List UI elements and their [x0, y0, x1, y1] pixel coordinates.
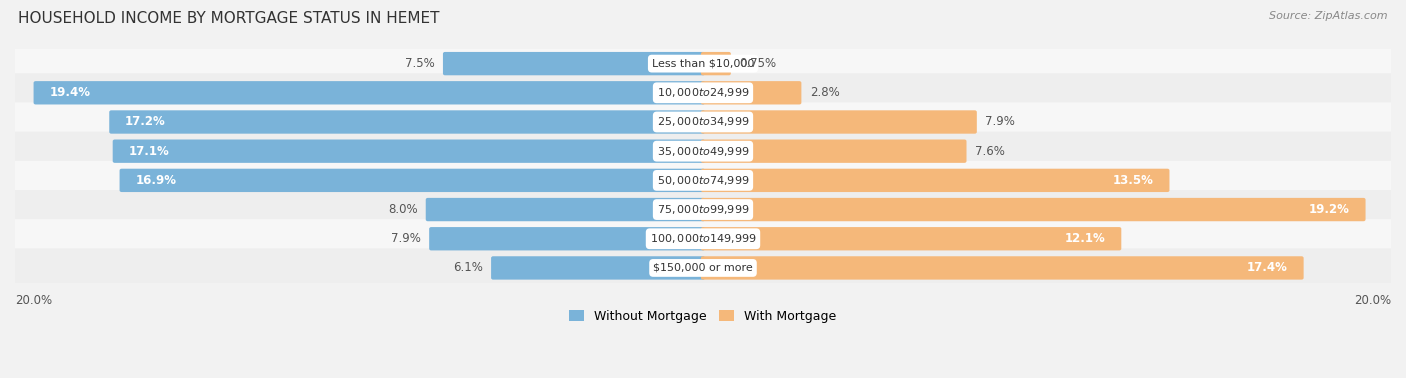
FancyBboxPatch shape	[10, 102, 1396, 141]
FancyBboxPatch shape	[10, 160, 1396, 201]
FancyBboxPatch shape	[426, 198, 704, 221]
Text: $10,000 to $24,999: $10,000 to $24,999	[657, 86, 749, 99]
FancyBboxPatch shape	[112, 139, 704, 163]
FancyBboxPatch shape	[702, 81, 801, 104]
FancyBboxPatch shape	[10, 219, 1396, 258]
FancyBboxPatch shape	[702, 256, 1303, 280]
Text: 7.9%: 7.9%	[391, 232, 420, 245]
FancyBboxPatch shape	[10, 248, 1396, 288]
Text: $35,000 to $49,999: $35,000 to $49,999	[657, 145, 749, 158]
Text: 12.1%: 12.1%	[1064, 232, 1105, 245]
FancyBboxPatch shape	[120, 169, 704, 192]
Text: 13.5%: 13.5%	[1112, 174, 1154, 187]
Legend: Without Mortgage, With Mortgage: Without Mortgage, With Mortgage	[564, 305, 842, 328]
FancyBboxPatch shape	[10, 161, 1396, 200]
Text: 6.1%: 6.1%	[453, 262, 482, 274]
Text: 8.0%: 8.0%	[388, 203, 418, 216]
Text: $25,000 to $34,999: $25,000 to $34,999	[657, 116, 749, 129]
Text: $50,000 to $74,999: $50,000 to $74,999	[657, 174, 749, 187]
FancyBboxPatch shape	[10, 43, 1396, 84]
Text: $150,000 or more: $150,000 or more	[654, 263, 752, 273]
FancyBboxPatch shape	[10, 132, 1396, 171]
Text: 19.4%: 19.4%	[49, 86, 90, 99]
Text: HOUSEHOLD INCOME BY MORTGAGE STATUS IN HEMET: HOUSEHOLD INCOME BY MORTGAGE STATUS IN H…	[18, 11, 440, 26]
Text: 7.9%: 7.9%	[986, 116, 1015, 129]
FancyBboxPatch shape	[702, 169, 1170, 192]
FancyBboxPatch shape	[34, 81, 704, 104]
Text: 17.1%: 17.1%	[128, 145, 169, 158]
Text: 17.4%: 17.4%	[1247, 262, 1288, 274]
Text: 20.0%: 20.0%	[1354, 294, 1391, 307]
FancyBboxPatch shape	[10, 131, 1396, 172]
Text: Less than $10,000: Less than $10,000	[652, 59, 754, 69]
FancyBboxPatch shape	[702, 52, 731, 75]
Text: 16.9%: 16.9%	[135, 174, 176, 187]
FancyBboxPatch shape	[702, 139, 966, 163]
Text: 0.75%: 0.75%	[740, 57, 776, 70]
FancyBboxPatch shape	[10, 189, 1396, 230]
Text: 19.2%: 19.2%	[1309, 203, 1350, 216]
Text: $100,000 to $149,999: $100,000 to $149,999	[650, 232, 756, 245]
FancyBboxPatch shape	[110, 110, 704, 134]
Text: 20.0%: 20.0%	[15, 294, 52, 307]
FancyBboxPatch shape	[10, 44, 1396, 83]
Text: 7.6%: 7.6%	[974, 145, 1005, 158]
Text: 7.5%: 7.5%	[405, 57, 434, 70]
Text: 2.8%: 2.8%	[810, 86, 839, 99]
FancyBboxPatch shape	[10, 102, 1396, 143]
FancyBboxPatch shape	[10, 190, 1396, 229]
FancyBboxPatch shape	[702, 110, 977, 134]
FancyBboxPatch shape	[10, 248, 1396, 288]
FancyBboxPatch shape	[429, 227, 704, 251]
FancyBboxPatch shape	[443, 52, 704, 75]
FancyBboxPatch shape	[702, 227, 1122, 251]
Text: $75,000 to $99,999: $75,000 to $99,999	[657, 203, 749, 216]
FancyBboxPatch shape	[491, 256, 704, 280]
FancyBboxPatch shape	[702, 198, 1365, 221]
FancyBboxPatch shape	[10, 218, 1396, 259]
Text: 17.2%: 17.2%	[125, 116, 166, 129]
Text: Source: ZipAtlas.com: Source: ZipAtlas.com	[1270, 11, 1388, 21]
FancyBboxPatch shape	[10, 73, 1396, 112]
FancyBboxPatch shape	[10, 72, 1396, 113]
